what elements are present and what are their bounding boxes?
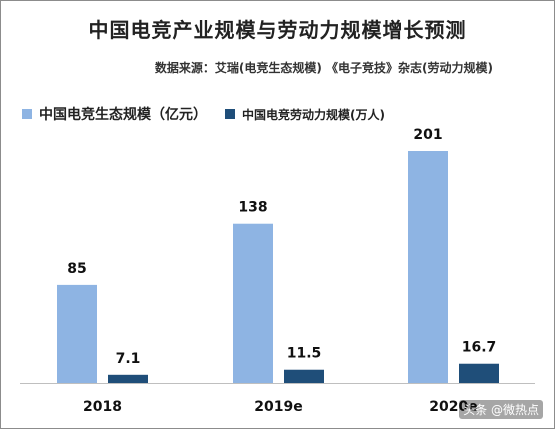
x-tick-label-2018: 2018: [83, 399, 122, 415]
data-label-ecosystem-2020e: 201: [413, 127, 442, 143]
bar-workforce-2019e: [284, 369, 324, 383]
watermark: 头条 @微热点: [459, 400, 543, 419]
x-tick-label-2020e: 2020e: [429, 399, 477, 415]
x-tick-label-2019e: 2019e: [254, 399, 302, 415]
bar-ecosystem-2020e: [408, 151, 448, 383]
chart-subtitle: 数据来源：艾瑞(电竞生态规模) 《电子竞技》杂志(劳动力规模): [154, 61, 493, 75]
data-label-workforce-2018: 7.1: [116, 351, 141, 367]
legend-label-workforce: 中国电竞劳动力规模(万人): [242, 107, 385, 122]
bar-ecosystem-2018: [57, 284, 97, 383]
legend-swatch-workforce: [225, 109, 235, 119]
legend-item-workforce: 中国电竞劳动力规模(万人): [225, 106, 385, 123]
data-label-workforce-2019e: 11.5: [287, 346, 322, 362]
bar-workforce-2020e: [459, 363, 499, 383]
bar-workforce-2018: [108, 374, 148, 383]
bar-ecosystem-2019e: [233, 223, 273, 383]
legend-swatch-ecosystem: [22, 109, 32, 119]
legend-label-ecosystem: 中国电竞生态规模（亿元）: [39, 107, 207, 123]
data-label-ecosystem-2019e: 138: [238, 200, 267, 216]
legend-item-ecosystem: 中国电竞生态规模（亿元）: [22, 104, 207, 124]
data-label-workforce-2020e: 16.7: [462, 340, 497, 356]
data-label-ecosystem-2018: 85: [67, 261, 86, 277]
chart-title: 中国电竞产业规模与劳动力规模增长预测: [88, 18, 467, 42]
legend: 中国电竞生态规模（亿元） 中国电竞劳动力规模(万人): [22, 104, 403, 124]
